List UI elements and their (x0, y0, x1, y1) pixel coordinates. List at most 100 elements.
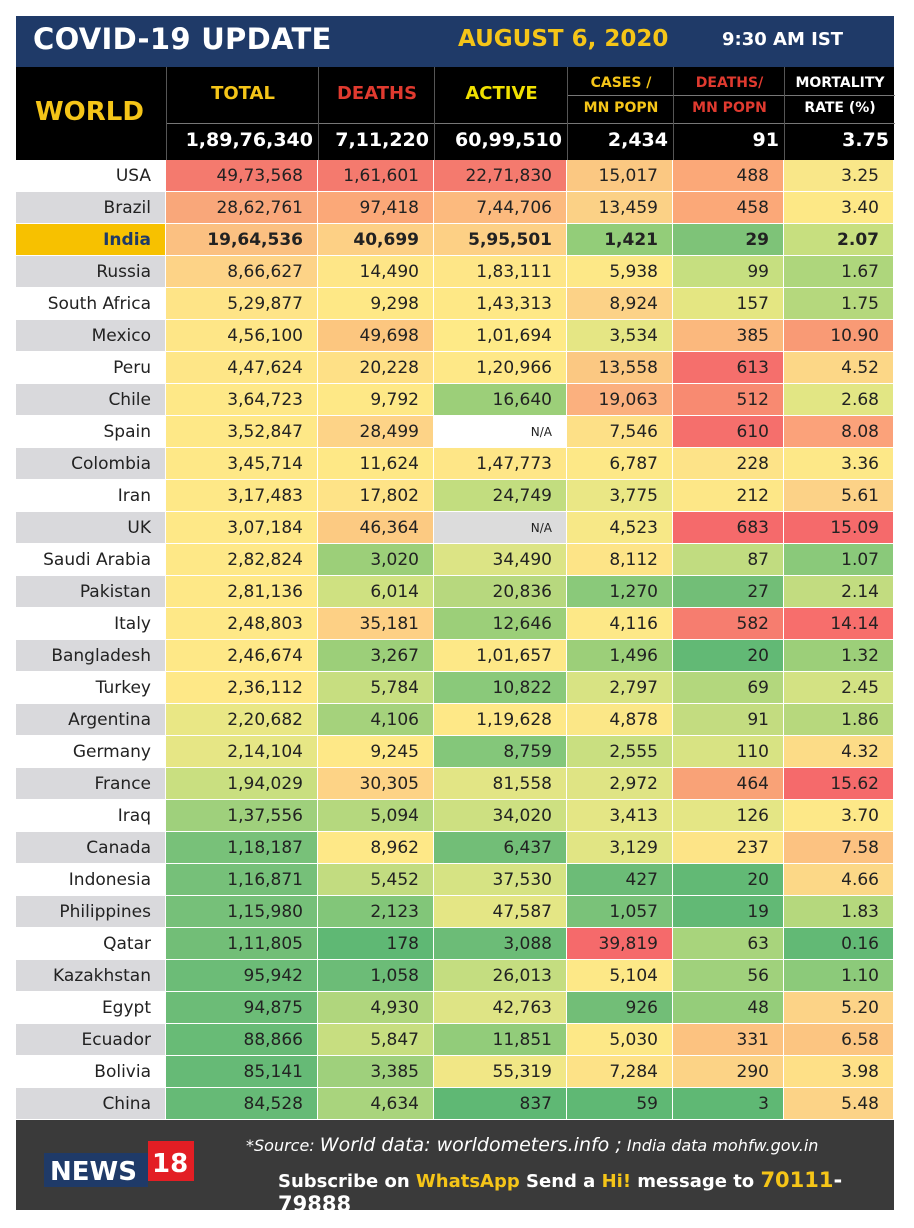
cell-cpm: 5,030 (567, 1024, 673, 1056)
cell-deaths: 4,930 (318, 992, 434, 1024)
cell-cpm: 3,534 (567, 320, 673, 352)
cell-active: 1,47,773 (434, 448, 567, 480)
country-name: Turkey (16, 672, 166, 704)
cell-active: 26,013 (434, 960, 567, 992)
cell-dpm: 290 (673, 1056, 784, 1088)
cell-rate: 2.45 (784, 672, 894, 704)
cell-total: 2,14,104 (166, 736, 318, 768)
cell-active: 12,646 (434, 608, 567, 640)
cell-active: 47,587 (434, 896, 567, 928)
cell-active: 837 (434, 1088, 567, 1120)
table-row: Spain 3,52,847 28,499 N/A 7,546 610 8.08 (16, 416, 894, 448)
source-note: *Source: World data: worldometers.info ;… (246, 1134, 818, 1156)
cell-cpm: 3,775 (567, 480, 673, 512)
cell-active: 6,437 (434, 832, 567, 864)
table-row: Turkey 2,36,112 5,784 10,822 2,797 69 2.45 (16, 672, 894, 704)
cell-deaths: 14,490 (318, 256, 434, 288)
subscribe-note: Subscribe on WhatsApp Send a Hi! message… (278, 1168, 894, 1216)
svg-text:NEWS: NEWS (50, 1157, 137, 1187)
time-label: 9:30 AM IST (722, 29, 844, 50)
cell-rate: 2.68 (784, 384, 894, 416)
cell-active: 81,558 (434, 768, 567, 800)
country-name: Iraq (16, 800, 166, 832)
column-label: ACTIVE (465, 83, 538, 104)
cell-rate: 3.40 (784, 192, 894, 224)
cell-cpm: 5,104 (567, 960, 673, 992)
cell-deaths: 20,228 (318, 352, 434, 384)
cell-rate: 1.67 (784, 256, 894, 288)
country-name: Brazil (16, 192, 166, 224)
country-name: Iran (16, 480, 166, 512)
country-name: Canada (16, 832, 166, 864)
cell-active: 11,851 (434, 1024, 567, 1056)
table-row: China 84,528 4,634 837 59 3 5.48 (16, 1088, 894, 1120)
cell-rate: 5.48 (784, 1088, 894, 1120)
country-name: Qatar (16, 928, 166, 960)
column-label-line1: MORTALITY (795, 75, 885, 91)
cell-deaths: 5,094 (318, 800, 434, 832)
cell-total: 28,62,761 (166, 192, 318, 224)
country-name: Bolivia (16, 1056, 166, 1088)
cell-cpm: 13,558 (567, 352, 673, 384)
cell-cpm: 3,129 (567, 832, 673, 864)
world-header: TOTAL 1,89,76,340 DEATHS 7,11,220 ACTIVE 60,9… (16, 67, 895, 160)
column-label-line1: DEATHS/ (695, 75, 764, 91)
cell-rate: 4.52 (784, 352, 894, 384)
cell-cpm: 13,459 (567, 192, 673, 224)
country-name: Mexico (16, 320, 166, 352)
cell-rate: 14.14 (784, 608, 894, 640)
cell-dpm: 613 (673, 352, 784, 384)
cell-rate: 1.32 (784, 640, 894, 672)
cell-cpm: 6,787 (567, 448, 673, 480)
table-row: Russia 8,66,627 14,490 1,83,111 5,938 99 1.67 (16, 256, 894, 288)
cell-dpm: 610 (673, 416, 784, 448)
cell-cpm: 1,496 (567, 640, 673, 672)
table-row: India 19,64,536 40,699 5,95,501 1,421 29 2.07 (16, 224, 894, 256)
cell-active: 16,640 (434, 384, 567, 416)
cell-rate: 7.58 (784, 832, 894, 864)
table-row: Mexico 4,56,100 49,698 1,01,694 3,534 385 10.9… (16, 320, 894, 352)
table-row: Saudi Arabia 2,82,824 3,020 34,490 8,112 87 1.… (16, 544, 894, 576)
cell-dpm: 99 (673, 256, 784, 288)
table-row: Italy 2,48,803 35,181 12,646 4,116 582 14.14 (16, 608, 894, 640)
world-column-header: TOTAL 1,89,76,340 (166, 67, 319, 160)
country-name: Spain (16, 416, 166, 448)
cell-deaths: 11,624 (318, 448, 434, 480)
cell-dpm: 20 (673, 864, 784, 896)
cell-total: 2,81,136 (166, 576, 318, 608)
cell-active: 34,490 (434, 544, 567, 576)
country-name: Saudi Arabia (16, 544, 166, 576)
table-row: Argentina 2,20,682 4,106 1,19,628 4,878 91 1.8… (16, 704, 894, 736)
cell-deaths: 30,305 (318, 768, 434, 800)
cell-cpm: 926 (567, 992, 673, 1024)
cell-rate: 5.20 (784, 992, 894, 1024)
cell-dpm: 56 (673, 960, 784, 992)
cell-deaths: 28,499 (318, 416, 434, 448)
title-bar: COVID-19 UPDATE AUGUST 6, 2020 9:30 AM I… (16, 16, 894, 67)
world-column-header: DEATHS/MN POPN 91 (673, 67, 785, 160)
table-row: Peru 4,47,624 20,228 1,20,966 13,558 613 4.52 (16, 352, 894, 384)
cell-dpm: 19 (673, 896, 784, 928)
cell-deaths: 97,418 (318, 192, 434, 224)
cell-deaths: 1,058 (318, 960, 434, 992)
column-label-line2: MN POPN (692, 100, 767, 116)
cell-total: 85,141 (166, 1056, 318, 1088)
table-row: Chile 3,64,723 9,792 16,640 19,063 512 2.68 (16, 384, 894, 416)
cell-cpm: 8,924 (567, 288, 673, 320)
cell-deaths: 3,020 (318, 544, 434, 576)
cell-rate: 3.70 (784, 800, 894, 832)
world-value: 1,89,76,340 (185, 129, 313, 151)
table-row: Germany 2,14,104 9,245 8,759 2,555 110 4.32 (16, 736, 894, 768)
cell-total: 8,66,627 (166, 256, 318, 288)
world-value: 3.75 (842, 129, 889, 151)
country-name: China (16, 1088, 166, 1120)
cell-rate: 1.83 (784, 896, 894, 928)
cell-total: 84,528 (166, 1088, 318, 1120)
cell-total: 2,36,112 (166, 672, 318, 704)
column-label-line1: CASES / (590, 75, 652, 91)
cell-active: N/A (434, 416, 567, 448)
cell-dpm: 385 (673, 320, 784, 352)
table-row: UK 3,07,184 46,364 N/A 4,523 683 15.09 (16, 512, 894, 544)
cell-total: 1,94,029 (166, 768, 318, 800)
phone-part-2: -79888 (278, 1168, 843, 1216)
